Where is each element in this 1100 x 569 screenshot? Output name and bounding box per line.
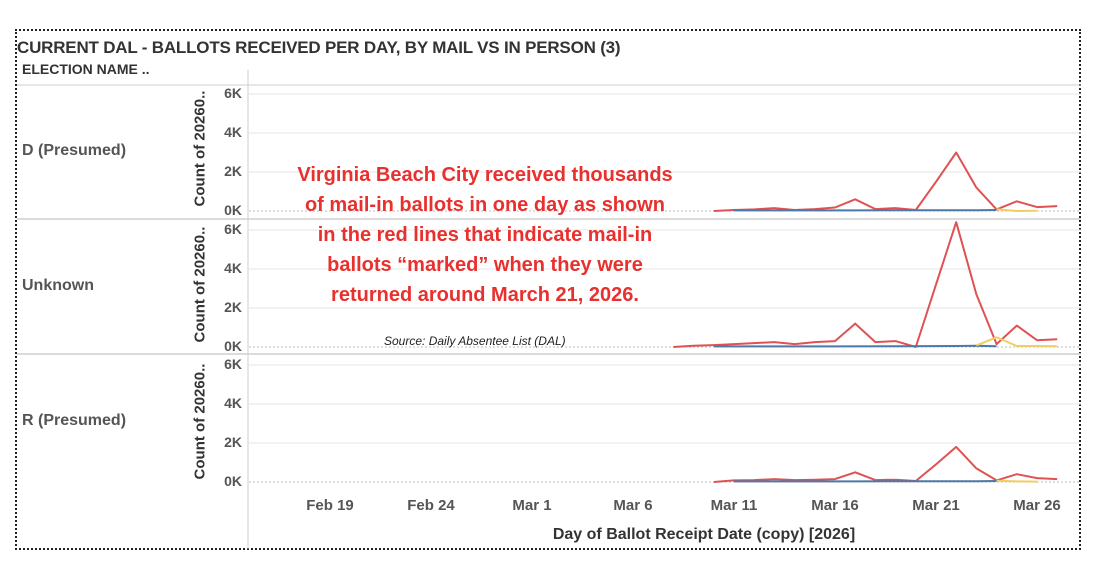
series-line-other	[996, 208, 1038, 212]
x-tick-label: Feb 24	[407, 497, 455, 514]
x-tick-label: Mar 26	[1013, 497, 1061, 514]
series-line-mail	[713, 445, 1058, 483]
y-tick-label: 4K	[224, 260, 242, 276]
y-tick-label: 2K	[224, 299, 242, 315]
row-header-election-name[interactable]: ELECTION NAME ..	[22, 63, 150, 77]
series-line-other	[976, 336, 1058, 348]
y-tick-label: 4K	[224, 395, 242, 411]
y-tick-label: 4K	[224, 124, 242, 140]
chart-title: CURRENT DAL - BALLOTS RECEIVED PER DAY, …	[17, 38, 621, 57]
annotation-text: Virginia Beach City received thousands o…	[297, 164, 673, 306]
y-tick-label: 2K	[224, 434, 242, 450]
panel-label-r-presumed: R (Presumed)	[22, 412, 127, 429]
source-note: Source: Daily Absentee List (DAL)	[384, 334, 566, 348]
x-tick-label: Mar 11	[710, 497, 758, 514]
panel-label-unknown: Unknown	[22, 277, 94, 294]
y-tick-label: 6K	[224, 85, 242, 101]
y-tick-label: 6K	[224, 356, 242, 372]
dashboard-frame	[15, 29, 1081, 550]
y-tick-label: 2K	[224, 163, 242, 179]
x-tick-label: Mar 21	[912, 497, 960, 514]
y-tick-label: 0K	[224, 338, 242, 354]
y-tick-label: 0K	[224, 202, 242, 218]
x-tick-label: Mar 16	[811, 497, 859, 514]
y-tick-label: 6K	[224, 221, 242, 237]
x-tick-label: Mar 6	[613, 497, 653, 514]
y-tick-label: 0K	[224, 473, 242, 489]
x-axis-title: Day of Ballot Receipt Date (copy) [2026]	[552, 526, 856, 543]
series-line-other	[996, 479, 1038, 483]
panel-label-d-presumed: D (Presumed)	[22, 142, 127, 159]
series-line-mail	[713, 151, 1058, 212]
x-tick-label: Feb 19	[306, 497, 354, 514]
series-line-mail	[673, 221, 1058, 348]
x-tick-label: Mar 1	[512, 497, 552, 514]
series-line-in_person	[713, 344, 997, 348]
